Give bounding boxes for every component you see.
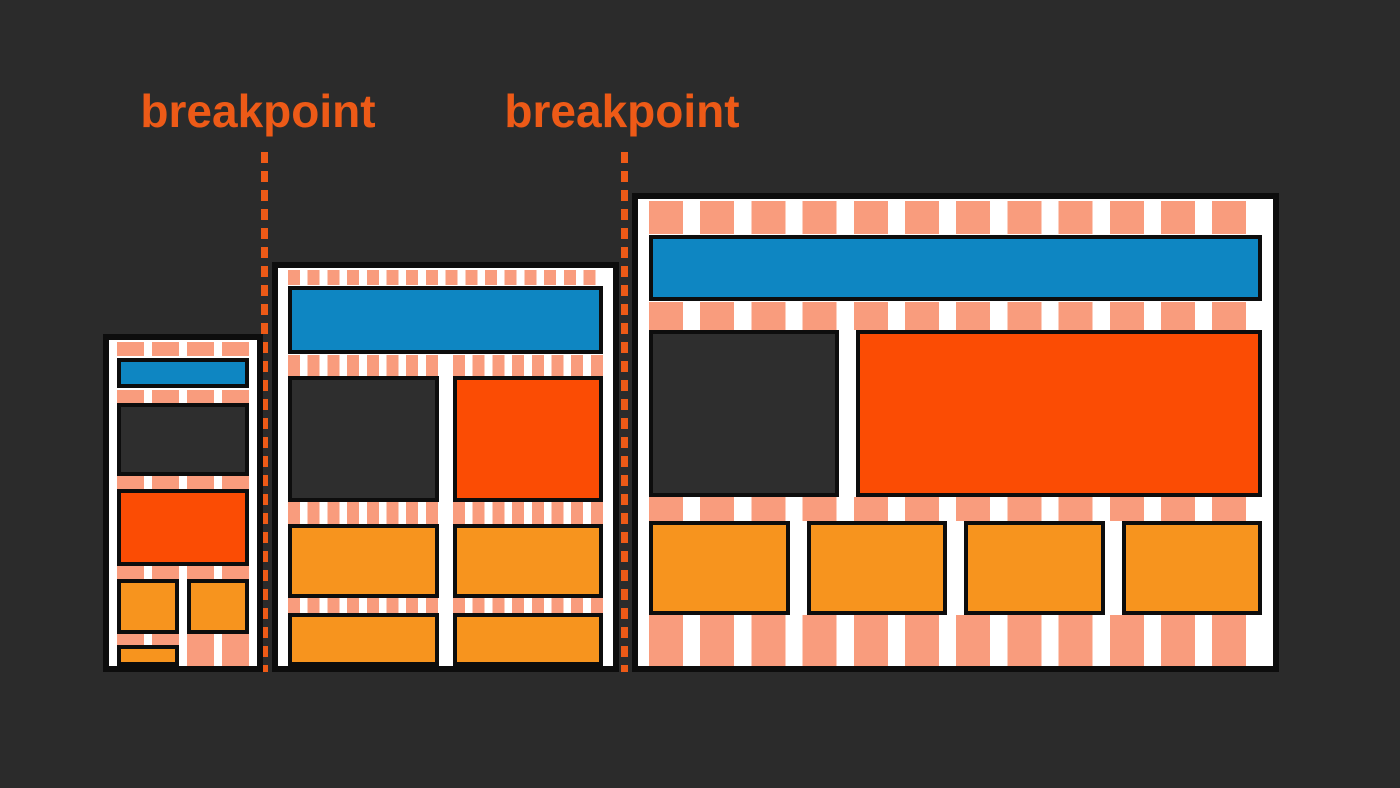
grid-column-strip bbox=[117, 634, 179, 645]
grid-column-strip bbox=[187, 634, 249, 666]
desktop-content-row bbox=[649, 330, 1262, 497]
grid-column-strip bbox=[649, 497, 1262, 521]
viewport-panel-tablet bbox=[272, 262, 619, 672]
card-block bbox=[1121, 521, 1262, 615]
grid-column-strip bbox=[288, 270, 603, 285]
grid-column-right bbox=[187, 579, 249, 666]
mobile-lower-grid bbox=[117, 579, 249, 666]
grid-column-strip bbox=[288, 502, 439, 524]
grid-column-strip bbox=[288, 598, 439, 613]
breakpoint-label-right: breakpoint bbox=[504, 85, 740, 137]
media-block bbox=[649, 330, 839, 497]
feature-block bbox=[856, 330, 1262, 497]
media-block bbox=[117, 403, 249, 476]
grid-column-strip bbox=[288, 355, 439, 376]
grid-column-strip bbox=[452, 355, 603, 376]
viewport-panel-mobile bbox=[103, 334, 263, 672]
card-block bbox=[649, 521, 790, 615]
feature-block bbox=[452, 376, 603, 502]
grid-column-left bbox=[288, 355, 439, 666]
card-block bbox=[187, 579, 249, 634]
tablet-lower-grid bbox=[288, 355, 603, 666]
card-block bbox=[117, 579, 179, 634]
breakpoint-dashed-line-left bbox=[261, 152, 268, 672]
grid-column-strip bbox=[649, 615, 1262, 666]
grid-column-strip bbox=[117, 390, 249, 403]
grid-column-strip bbox=[452, 598, 603, 613]
card-block bbox=[288, 524, 439, 598]
header-bar-block bbox=[649, 235, 1262, 301]
feature-block bbox=[117, 489, 249, 566]
viewport-panel-desktop bbox=[632, 193, 1279, 672]
desktop-card-row bbox=[649, 521, 1262, 615]
header-bar-block bbox=[117, 358, 249, 388]
grid-column-strip bbox=[117, 566, 249, 579]
grid-column-strip bbox=[649, 201, 1262, 234]
breakpoint-dashed-line-right bbox=[621, 152, 628, 672]
card-block-cropped bbox=[452, 613, 603, 666]
card-block bbox=[452, 524, 603, 598]
card-block-cropped bbox=[288, 613, 439, 666]
grid-column-strip bbox=[649, 302, 1262, 330]
grid-column-strip bbox=[452, 502, 603, 524]
card-block bbox=[806, 521, 947, 615]
grid-column-left bbox=[117, 579, 179, 666]
header-bar-block bbox=[288, 286, 603, 354]
grid-column-right bbox=[452, 355, 603, 666]
grid-column-strip bbox=[117, 342, 249, 356]
grid-column-strip bbox=[117, 476, 249, 489]
card-block-cropped bbox=[117, 645, 179, 666]
media-block bbox=[288, 376, 439, 502]
breakpoint-label-left: breakpoint bbox=[140, 85, 376, 137]
card-block bbox=[964, 521, 1105, 615]
